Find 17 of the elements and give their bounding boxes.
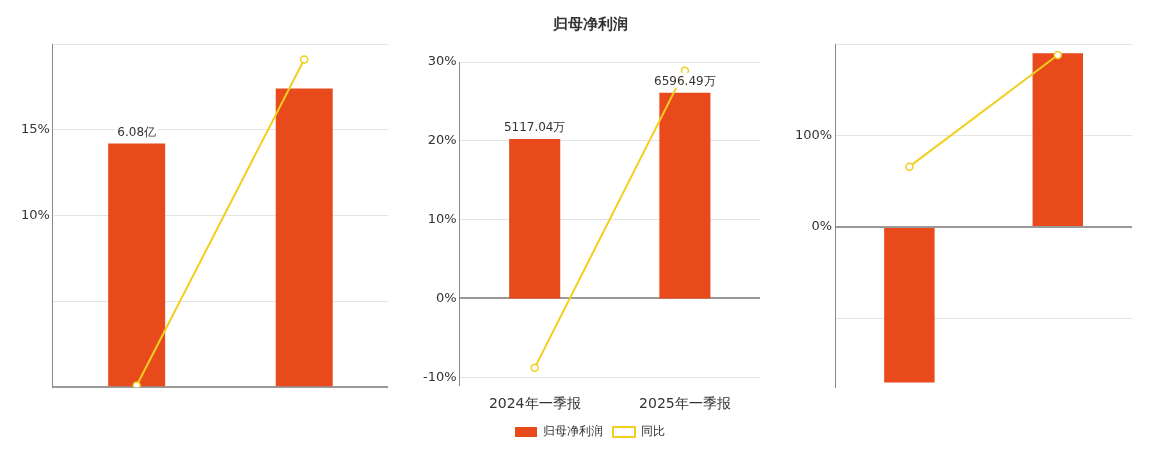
y-tick-label: -10% [422, 368, 457, 384]
chart-title: 归母净利润 [551, 14, 628, 33]
annotation: 6.08亿 [117, 124, 157, 139]
y-tick-label: 30% [427, 53, 457, 69]
y-tick-label: 15% [20, 121, 50, 137]
legend-label: 归母净利润 [543, 424, 603, 439]
legend-label: 同比 [641, 424, 665, 439]
x-tick-label: 2025年一季报 [639, 395, 731, 412]
x-tick-label: 2024年一季报 [488, 395, 581, 412]
y-tick-label: 0% [811, 218, 833, 234]
y-tick-label: 0% [435, 289, 457, 305]
data-label: 5117.04万 [503, 120, 566, 135]
y-tick-label: 10% [427, 211, 457, 227]
y-tick-label: 10% [20, 206, 50, 222]
y-tick-label: 20% [427, 132, 457, 148]
data-label: 6596.49万 [654, 73, 716, 88]
y-tick-label: 100% [794, 126, 833, 142]
